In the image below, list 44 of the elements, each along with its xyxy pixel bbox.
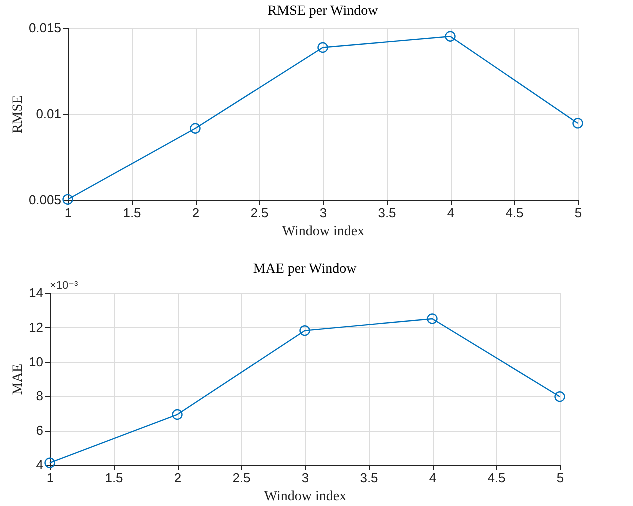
x-tick-label: 4.5 [488, 470, 506, 486]
x-tick-label: 1.5 [123, 206, 142, 220]
x-tick-label: 2 [174, 470, 182, 486]
x-axis-title: Window index [264, 490, 347, 504]
x-tick-label: 4 [429, 470, 437, 486]
x-tick-label: 3 [302, 470, 310, 486]
x-tick-label: 2.5 [232, 470, 251, 486]
y-tick-label: 0.01 [36, 106, 62, 122]
point [44, 458, 56, 468]
point [427, 314, 438, 324]
chart-title: MAE per Window [253, 262, 358, 277]
x-tick-label: 3.5 [378, 206, 396, 220]
y-tick-label: 6 [36, 423, 44, 438]
y-tick-label: 12 [29, 320, 44, 335]
point [190, 123, 201, 134]
y-tick-label: 14 [29, 286, 44, 300]
x-tick-label: 5 [574, 206, 582, 220]
chart-title: RMSE per Window [268, 4, 380, 19]
y-tick-label: 0.015 [28, 20, 62, 36]
x-tick-label: 2 [192, 206, 200, 220]
x-axis-title: Window index [282, 224, 365, 240]
y-tick-label: 4 [36, 458, 44, 472]
x-tick-label: 3 [320, 206, 328, 220]
x-tick-label: 1 [46, 470, 54, 486]
x-tick-label: 1.5 [105, 470, 124, 486]
x-tick-label: 2.5 [250, 206, 269, 220]
point [445, 31, 456, 42]
point [172, 409, 183, 420]
x-tick-label: 5 [556, 470, 564, 486]
point [62, 194, 74, 205]
y-axis-title: RMSE [10, 95, 26, 134]
x-tick-label: 4 [447, 206, 455, 220]
y-tick-label: 10 [29, 354, 44, 370]
point [554, 392, 566, 402]
text: ×10⁻³ [50, 280, 78, 292]
x-tick-label: 4.5 [506, 206, 524, 220]
point [318, 42, 328, 54]
y-axis-title: MAE [11, 364, 26, 396]
y-tick-label: 0.005 [28, 192, 62, 208]
x-tick-label: 1 [64, 206, 72, 220]
x-tick-label: 3.5 [360, 470, 378, 486]
y-tick-label: 8 [36, 388, 44, 404]
point [300, 326, 310, 336]
point [572, 118, 584, 129]
